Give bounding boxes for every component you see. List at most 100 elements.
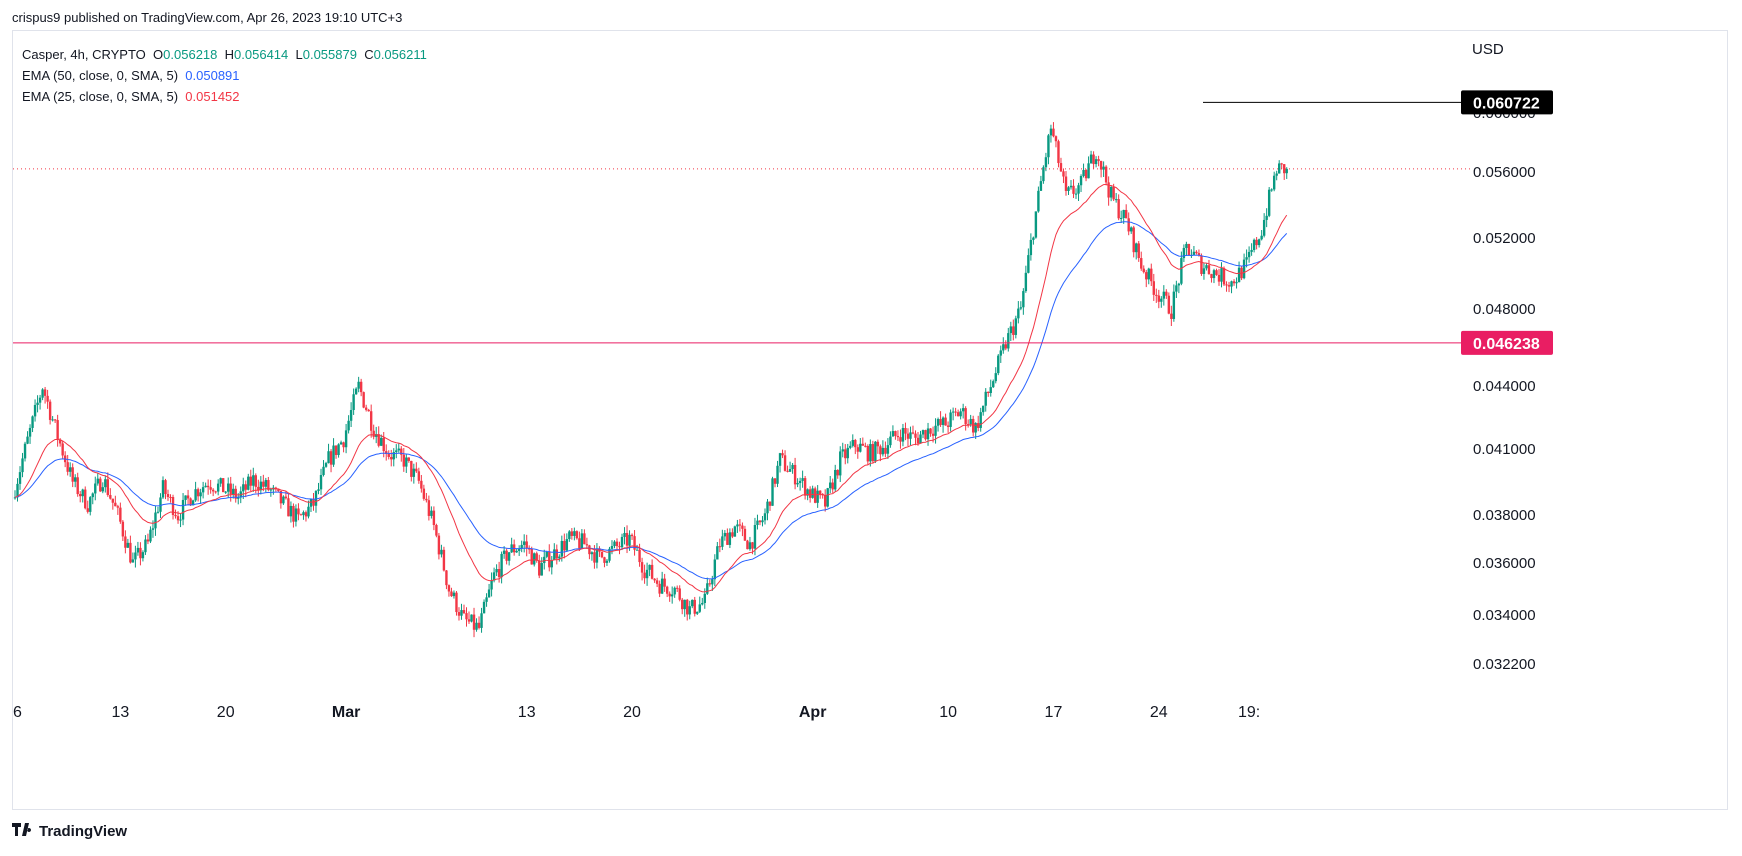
candle-body bbox=[613, 541, 616, 547]
candle-body bbox=[786, 470, 789, 472]
candle-body bbox=[267, 480, 270, 490]
candle-body bbox=[861, 443, 865, 446]
candle-body bbox=[1195, 251, 1198, 254]
candle-body bbox=[818, 490, 822, 495]
candle-body bbox=[1235, 282, 1238, 284]
candle-body bbox=[382, 437, 385, 452]
candle-body bbox=[299, 514, 303, 516]
candle-body bbox=[706, 583, 709, 594]
candle-body bbox=[791, 464, 794, 470]
candle-body bbox=[974, 423, 977, 433]
candle-body bbox=[834, 469, 837, 490]
candle-body bbox=[1004, 344, 1007, 349]
candle-body bbox=[129, 542, 132, 563]
candle-body bbox=[1222, 268, 1226, 285]
candle-body bbox=[490, 580, 493, 590]
candle-body bbox=[1117, 199, 1120, 219]
candle-body bbox=[751, 542, 754, 549]
candle-body bbox=[736, 524, 739, 527]
candle-body bbox=[1002, 344, 1005, 351]
candle-body bbox=[1044, 157, 1048, 168]
candle-body bbox=[164, 480, 167, 495]
candle-body bbox=[884, 447, 887, 454]
candle-body bbox=[778, 453, 782, 466]
candle-body bbox=[259, 481, 263, 491]
candle-body bbox=[124, 536, 127, 548]
candle-body bbox=[550, 560, 553, 568]
legend-symbol: Casper, 4h, CRYPTO bbox=[22, 47, 146, 62]
candle-body bbox=[377, 434, 380, 446]
candle-body bbox=[174, 515, 177, 517]
candle-body bbox=[575, 531, 579, 539]
candle-body bbox=[114, 502, 117, 507]
candle-body bbox=[1124, 209, 1128, 219]
price-tick-label: 0.034000 bbox=[1473, 607, 1536, 624]
candle-body bbox=[823, 495, 827, 507]
candle-body bbox=[1157, 295, 1160, 302]
candle-body bbox=[1067, 187, 1070, 191]
candle-body bbox=[1200, 255, 1203, 274]
candle-body bbox=[457, 612, 461, 616]
candle-body bbox=[949, 412, 952, 427]
candle-body bbox=[475, 622, 478, 630]
legend-c-value: 0.056211 bbox=[373, 47, 427, 62]
candle-body bbox=[18, 472, 22, 484]
candle-body bbox=[708, 583, 712, 585]
candle-body bbox=[176, 516, 180, 521]
candle-body bbox=[600, 551, 604, 558]
tradingview-logo[interactable]: TradingView bbox=[12, 823, 127, 840]
candle-body bbox=[495, 569, 498, 573]
candle-body bbox=[1252, 239, 1256, 250]
candle-body bbox=[728, 532, 732, 545]
candle-body bbox=[159, 497, 162, 512]
candle-body bbox=[1027, 255, 1030, 273]
candle-body bbox=[713, 559, 717, 580]
candle-body bbox=[693, 599, 696, 614]
candle-body bbox=[813, 488, 817, 503]
candle-body bbox=[618, 546, 621, 548]
candle-body bbox=[502, 550, 506, 554]
candle-body bbox=[688, 606, 691, 615]
candle-body bbox=[191, 500, 195, 506]
time-tick-label: 20 bbox=[217, 704, 235, 721]
candle-body bbox=[914, 433, 917, 438]
candle-body bbox=[332, 445, 335, 465]
candle-body bbox=[956, 412, 960, 417]
candle-body bbox=[1215, 270, 1218, 275]
candle-body bbox=[232, 488, 235, 495]
candle-body bbox=[146, 539, 150, 542]
candle-body bbox=[134, 552, 137, 560]
candle-body bbox=[783, 455, 787, 471]
candle-body bbox=[369, 411, 373, 431]
candle-body bbox=[51, 419, 54, 421]
candle-body bbox=[1242, 259, 1246, 279]
candle-body bbox=[964, 408, 967, 425]
candle-body bbox=[1032, 237, 1035, 240]
candle-body bbox=[982, 405, 985, 413]
time-tick-label: 24 bbox=[1150, 704, 1168, 721]
candle-body bbox=[989, 387, 992, 394]
candle-body bbox=[16, 483, 19, 498]
candle-body bbox=[304, 512, 308, 517]
price-axis: 0.0600000.0560000.0520000.0480000.044000… bbox=[1461, 41, 1553, 673]
candle-body bbox=[1087, 163, 1090, 179]
candle-body bbox=[969, 418, 972, 425]
candle-body bbox=[1240, 267, 1243, 279]
tradingview-logo-text: TradingView bbox=[39, 823, 128, 840]
candle-body bbox=[839, 451, 842, 476]
candle-body bbox=[1084, 169, 1088, 179]
candle-body bbox=[869, 444, 872, 462]
price-tick-label: 0.044000 bbox=[1473, 378, 1536, 395]
candle-body bbox=[881, 447, 885, 455]
candle-body bbox=[121, 521, 125, 537]
candle-body bbox=[733, 526, 737, 537]
candle-body bbox=[951, 411, 955, 413]
candle-body bbox=[1210, 274, 1213, 279]
candle-body bbox=[500, 553, 503, 578]
price-tick-label: 0.038000 bbox=[1473, 507, 1536, 524]
price-chart[interactable]: 0.0600000.0560000.0520000.0480000.044000… bbox=[13, 31, 1727, 809]
candle-body bbox=[997, 355, 1000, 374]
candle-body bbox=[169, 496, 172, 498]
candle-body bbox=[287, 498, 290, 517]
candle-body bbox=[1232, 281, 1236, 284]
